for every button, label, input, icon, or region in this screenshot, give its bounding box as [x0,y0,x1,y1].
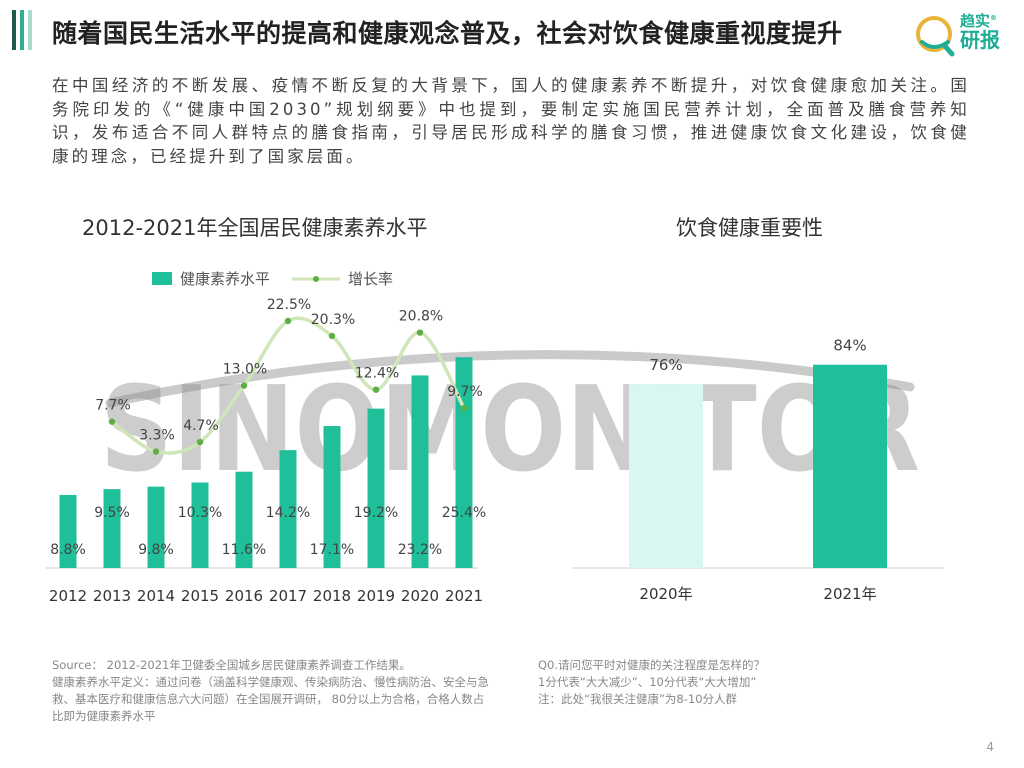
x-tick-2018: 2018 [313,587,351,605]
x-tick-2012: 2012 [49,587,87,605]
bar-2015 [191,482,209,568]
growth-label-2020: 20.8% [399,309,443,325]
growth-label-2021: 9.7% [447,384,483,400]
growth-point-2014 [152,448,160,455]
title-deco-bar-1 [12,10,16,50]
q-magnifier-icon [916,16,955,57]
bar-label-2019: 19.2% [354,505,398,521]
growth-label-2018: 20.3% [311,312,355,328]
growth-point-2019 [372,386,380,393]
growth-point-2021 [460,404,468,412]
survey-remark: 注：此处“我很关注健康”为8-10分人群 [538,692,738,706]
intro-paragraph: 在中国经济的不断发展、疫情不断反复的大背景下，国人的健康素养不断提升，对饮食健康… [52,76,970,166]
growth-point-2015 [196,438,204,446]
bar-2012 [59,494,77,568]
logo-line1: 趋实® [960,12,998,30]
bar-label-2020: 23.2% [398,542,442,558]
growth-label-2013: 7.7% [95,398,131,414]
source-line-2: 健康素养水平定义：通过问卷（涵盖科学健康观、传染病防治、慢性病防治、安全与急救、… [52,675,489,723]
logo [916,16,955,57]
importance-tick-2021年: 2021年 [823,585,876,603]
bar-label-2018: 17.1% [310,542,354,558]
x-tick-2021: 2021 [445,587,483,605]
growth-label-2015: 4.7% [183,418,219,434]
x-tick-2019: 2019 [357,587,395,605]
x-tick-2020: 2020 [401,587,439,605]
bar-2021 [455,357,473,568]
growth-label-2019: 12.4% [355,366,399,382]
bar-label-2014: 9.8% [138,542,174,558]
bar-2018 [323,426,341,568]
growth-label-2017: 22.5% [267,297,311,313]
bar-label-2017: 14.2% [266,505,310,521]
x-tick-2013: 2013 [93,587,131,605]
page-title: 随着国民生活水平的提高和健康观念普及，社会对饮食健康重视度提升 [52,19,843,48]
source-note: Source： 2012-2021年卫健委全国城乡居民健康素养调查工作结果。 健… [52,657,492,725]
legend-bar-label: 健康素养水平 [180,270,270,288]
bar-label-2016: 11.6% [222,542,266,558]
chart1-title: 2012-2021年全国居民健康素养水平 [82,216,428,240]
survey-note: Q0.请问您平时对健康的关注程度是怎样的？ 1分代表“大大减少”、10分代表“大… [538,657,868,708]
importance-label-2021年: 84% [833,337,866,355]
source-line-1: Source： 2012-2021年卫健委全国城乡居民健康素养调查工作结果。 [52,658,411,672]
x-tick-2017: 2017 [269,587,307,605]
growth-point-2017 [284,317,292,325]
survey-scale: 1分代表“大大减少”、10分代表“大大增加” [538,675,757,689]
title-deco-bar-3 [28,10,32,50]
legend-bar-swatch [152,272,172,285]
growth-point-2020 [416,329,424,336]
logo-text: 趋实® 研报 [960,12,1000,52]
bar-label-2021: 25.4% [442,505,486,521]
growth-point-2016 [240,382,248,389]
x-tick-2014: 2014 [137,587,175,605]
bar-2017 [279,450,297,568]
bar-label-2015: 10.3% [178,505,222,521]
importance-label-2020年: 76% [649,356,682,374]
legend-line-label: 增长率 [348,270,393,288]
bar-label-2012: 8.8% [50,542,86,558]
importance-bar-2021年 [813,364,887,568]
logo-line2: 研报 [960,27,1000,52]
chart2-title: 饮食健康重要性 [676,216,823,240]
x-tick-2015: 2015 [181,587,219,605]
survey-question: Q0.请问您平时对健康的关注程度是怎样的？ [538,658,766,672]
importance-tick-2020年: 2020年 [639,585,692,603]
chart1-legend: 健康素养水平 增长率 [152,270,393,288]
bar-2014 [147,486,165,568]
growth-point-2013 [108,418,116,425]
bar-2020 [411,375,429,568]
growth-point-2018 [328,332,336,340]
page-number: 4 [986,740,994,754]
growth-label-2014: 3.3% [139,428,175,444]
legend-line-dot [313,276,319,282]
importance-bar-2020年 [629,384,703,568]
growth-label-2016: 13.0% [223,362,267,378]
bar-2019 [367,408,385,568]
bar-label-2013: 9.5% [94,505,130,521]
bar-2013 [103,489,121,568]
bar-2016 [235,471,253,568]
title-deco-bar-2 [20,10,24,50]
x-tick-2016: 2016 [225,587,263,605]
